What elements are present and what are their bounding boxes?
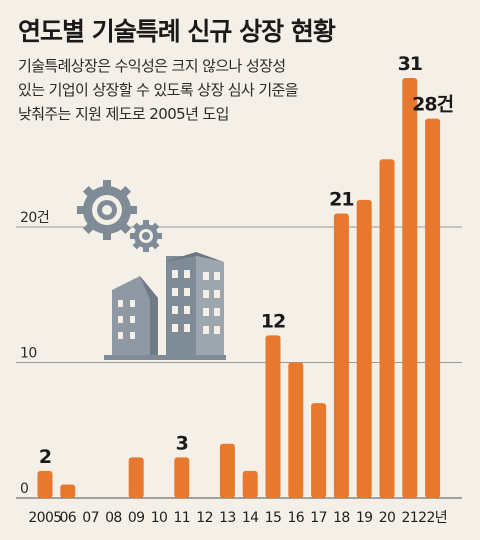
x-tick-label: 2005	[28, 510, 61, 526]
bar	[402, 77, 418, 498]
bars	[37, 77, 441, 498]
x-tick-label: 11	[173, 510, 190, 526]
x-tick-label: 06	[59, 510, 76, 526]
bar	[288, 362, 304, 498]
bar	[356, 199, 372, 498]
x-tick-label: 10	[151, 510, 168, 526]
bar	[379, 159, 395, 498]
gear-icon	[130, 220, 162, 252]
x-tick-label: 08	[105, 510, 122, 526]
y-axis-ticks: 0 10 20건	[20, 210, 50, 497]
data-label: 28건	[412, 94, 453, 116]
x-tick-label: 22년	[418, 510, 447, 526]
data-label: 21	[329, 188, 353, 210]
bar	[60, 484, 76, 498]
bar	[265, 335, 281, 498]
x-tick-label: 17	[310, 510, 327, 526]
bar	[333, 213, 349, 498]
x-tick-label: 21	[401, 510, 418, 526]
x-tick-label: 12	[196, 510, 213, 526]
data-label: 12	[261, 310, 285, 332]
bar	[425, 118, 441, 498]
gridlines	[16, 226, 462, 499]
bar	[128, 457, 144, 498]
subtitle-line-2: 있는 기업이 상장할 수 있도록 상장 심사 기준을	[18, 81, 299, 99]
chart-subtitle: 기술특례상장은 수익성은 크지 않으나 성장성 있는 기업이 상장할 수 있도록…	[18, 54, 468, 126]
factory-illustration	[77, 180, 226, 360]
x-tick-label: 07	[82, 510, 99, 526]
x-tick-label: 13	[219, 510, 236, 526]
bar	[37, 470, 53, 498]
x-tick-label: 18	[333, 510, 350, 526]
subtitle-line-1: 기술특례상장은 수익성은 크지 않으나 성장성	[18, 57, 286, 75]
bar	[174, 457, 190, 498]
bar	[311, 403, 327, 498]
data-label: 31	[398, 53, 422, 75]
bar	[219, 443, 235, 498]
gear-icon	[77, 180, 137, 240]
y-tick-label: 10	[20, 346, 37, 362]
bar	[242, 470, 258, 498]
x-tick-label: 14	[242, 510, 259, 526]
x-tick-label: 20	[379, 510, 396, 526]
x-tick-label: 09	[128, 510, 145, 526]
chart-title: 연도별 기술특례 신규 상장 현황	[18, 17, 336, 46]
subtitle-line-3: 낮춰주는 지원 제도로 2005년 도입	[18, 105, 229, 123]
x-tick-label: 15	[265, 510, 282, 526]
building-icon	[104, 252, 226, 360]
data-labels: 2 3 12 21 31 28건	[39, 53, 454, 468]
data-label: 3	[176, 432, 188, 454]
data-label: 2	[39, 446, 51, 468]
x-tick-label: 19	[356, 510, 373, 526]
y-tick-label: 20건	[20, 210, 49, 226]
y-tick-label: 0	[20, 481, 28, 497]
x-tick-label: 16	[287, 510, 304, 526]
